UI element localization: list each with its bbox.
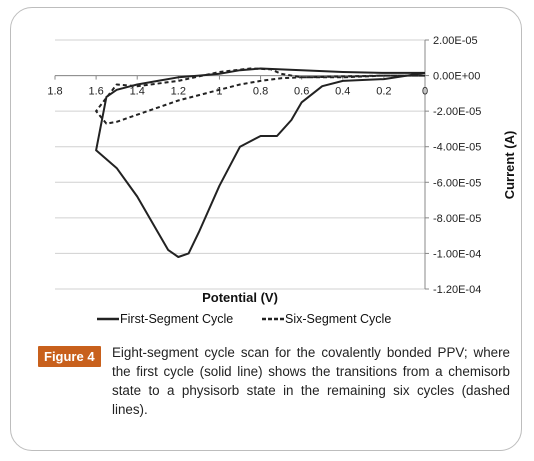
x-tick-label: 1.8: [47, 86, 62, 98]
figure-label: Figure 4: [38, 346, 101, 367]
series-line-2: [95, 67, 425, 125]
cyclic-voltammetry-chart: 1.8 1.6 1.4 1.2 1 0.8 0.6 0.4 0.2 0 2.00E-05 0.00E…: [47, 35, 517, 326]
series-line-1: [95, 67, 426, 258]
x-tick-label: 0.4: [335, 86, 350, 98]
y-tick-label: 2.00E-05: [433, 35, 478, 47]
y-tick-label: -1.20E-04: [433, 284, 481, 296]
y-tick-labels: 2.00E-05 0.00E+00 -2.00E-05 -4.00E-05 -6.00E…: [433, 35, 481, 296]
legend-label: Six-Segment Cycle: [285, 312, 391, 326]
x-tick-label: 1.4: [130, 86, 145, 98]
y-tick-label: -8.00E-05: [433, 213, 481, 225]
legend-label: First-Segment Cycle: [120, 312, 233, 326]
x-tick-label: 1.6: [88, 86, 103, 98]
y-tick-label: -2.00E-05: [433, 106, 481, 118]
y-tick-label: -4.00E-05: [433, 142, 481, 154]
y-tick-label: -1.00E-04: [433, 248, 481, 260]
x-tick-labels: 1.8 1.6 1.4 1.2 1 0.8 0.6 0.4 0.2 0: [47, 86, 428, 98]
series-lines: [95, 67, 426, 258]
y-tick-label: 0.00E+00: [433, 71, 480, 83]
x-tick-label: 0: [422, 86, 428, 98]
caption-text: Eight-segment cycle scan for the covalen…: [112, 345, 510, 417]
x-tick-label: 0.8: [253, 86, 268, 98]
x-tick-label: 0.6: [294, 86, 309, 98]
gridlines: [55, 39, 425, 290]
y-axis-label: Current (A): [502, 131, 517, 200]
x-tick-label: 0.2: [376, 86, 391, 98]
legend: First-Segment Cycle Six-Segment Cycle: [97, 312, 391, 326]
x-tick-label: 1.2: [171, 86, 186, 98]
x-tick-label: 1: [216, 86, 222, 98]
y-tick-label: -6.00E-05: [433, 177, 481, 189]
x-axis-label: Potential (V): [202, 290, 278, 305]
